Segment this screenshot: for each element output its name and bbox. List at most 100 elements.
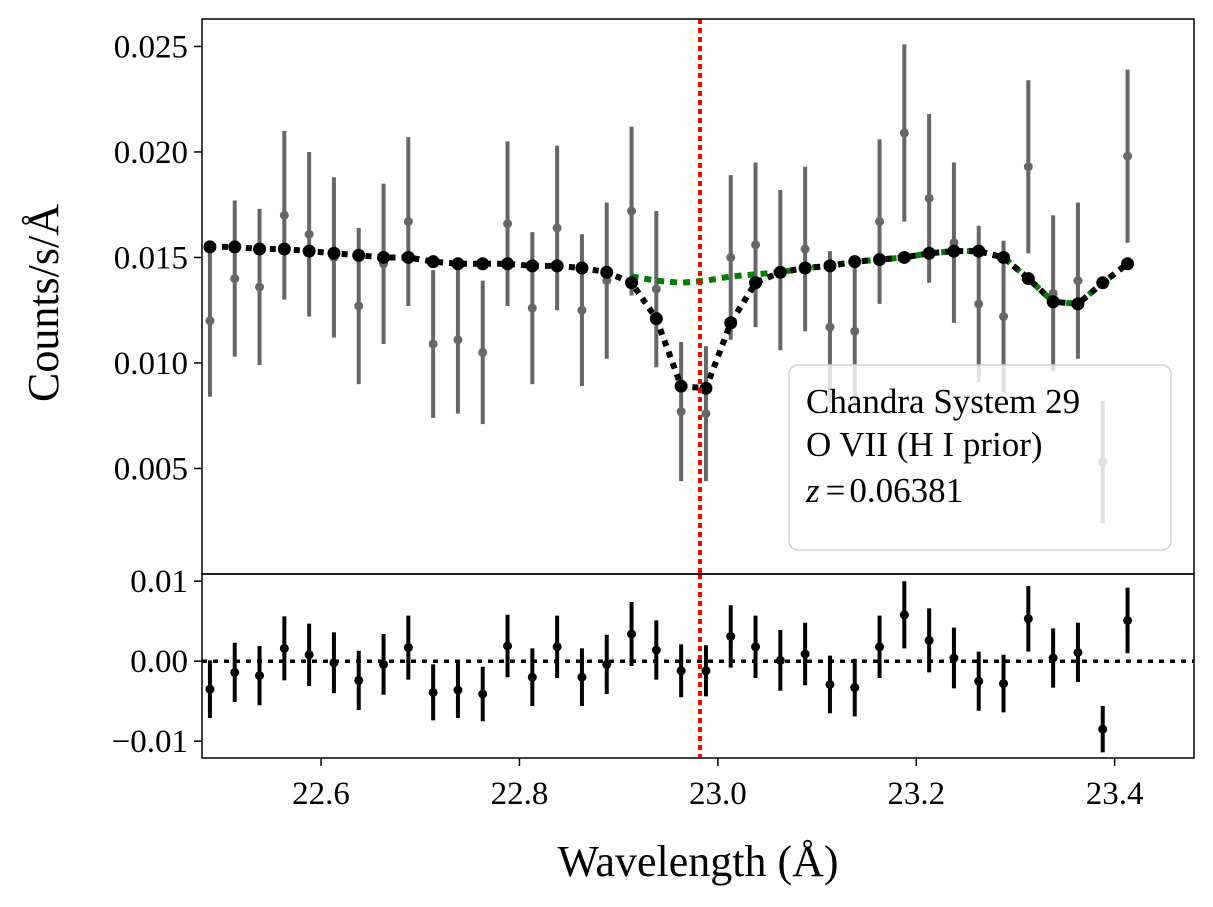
residual-point	[428, 687, 438, 697]
residual-point	[503, 641, 513, 651]
residual-point	[453, 685, 463, 695]
x-tick-label: 23.2	[887, 776, 945, 812]
data-point	[428, 339, 438, 349]
data-point	[825, 322, 835, 332]
data-point	[899, 128, 909, 138]
residual-point	[999, 679, 1009, 689]
residual-point	[304, 650, 314, 660]
model-point	[897, 250, 911, 264]
model-point	[1046, 295, 1060, 309]
data-point	[800, 244, 810, 254]
residual-point	[255, 671, 265, 681]
model-point	[401, 250, 415, 264]
residual-point	[1073, 647, 1083, 657]
data-point	[999, 312, 1009, 322]
data-point	[676, 407, 686, 417]
x-tick-label: 22.8	[491, 776, 549, 812]
residual-point	[329, 658, 339, 668]
data-point	[751, 240, 761, 250]
model-point	[947, 244, 961, 258]
residual-point	[230, 667, 240, 677]
residual-point	[949, 653, 959, 663]
model-point	[451, 257, 465, 271]
residual-point	[1098, 724, 1108, 734]
spectrum-y-tick-label: 0.010	[114, 346, 188, 382]
data-point	[651, 284, 661, 294]
model-point	[352, 248, 366, 262]
residual-point	[627, 629, 637, 639]
data-point	[453, 335, 463, 345]
data-point	[1073, 276, 1083, 286]
legend-line-redshift: z = 0.06381	[805, 471, 963, 510]
data-point	[924, 193, 934, 203]
data-point	[627, 206, 637, 216]
model-point	[922, 246, 936, 260]
model-point	[798, 261, 812, 275]
model-point	[1071, 297, 1085, 311]
legend-line-ion: O VII (H I prior)	[806, 425, 1043, 464]
residual-point	[751, 642, 761, 652]
residual-point	[726, 631, 736, 641]
residual-point	[924, 635, 934, 645]
model-point	[228, 240, 242, 254]
residual-point	[800, 649, 810, 659]
model-point	[575, 261, 589, 275]
data-point	[304, 229, 314, 239]
model-point	[1021, 272, 1035, 286]
model-point	[625, 276, 639, 290]
residual-point	[205, 684, 215, 694]
model-point	[203, 240, 217, 254]
model-point	[550, 259, 564, 273]
residual-y-tick-label: −0.01	[112, 724, 188, 760]
data-point	[279, 210, 289, 220]
data-point	[974, 299, 984, 309]
residual-point	[403, 643, 413, 653]
residual-point	[825, 679, 835, 689]
data-point	[701, 409, 711, 419]
data-point	[602, 276, 612, 286]
legend-redshift-symbol: z	[805, 471, 820, 510]
model-point	[277, 242, 291, 256]
data-point	[527, 303, 537, 313]
data-point	[1023, 162, 1033, 172]
model-point	[972, 244, 986, 258]
residual-point	[478, 689, 488, 699]
residual-point	[1123, 615, 1133, 625]
residual-point	[354, 675, 364, 685]
data-point	[850, 326, 860, 336]
residual-y-ticks: 0.01 0.00 −0.01	[112, 564, 202, 760]
data-point	[726, 252, 736, 262]
model-point	[1096, 276, 1110, 290]
y-axis-title: Counts/s/Å	[19, 204, 68, 402]
residual-point	[552, 642, 562, 652]
x-axis-ticks: 22.6 22.8 23.0 23.2 23.4	[292, 758, 1144, 812]
residual-point	[875, 642, 885, 652]
model-point	[501, 257, 515, 271]
legend-line-system: Chandra System 29	[806, 382, 1080, 421]
model-point	[699, 381, 713, 395]
legend-redshift-equals: =	[826, 471, 846, 510]
model-point	[873, 253, 887, 267]
x-tick-label: 23.4	[1086, 776, 1144, 812]
residual-panel-frame	[201, 573, 1195, 759]
data-point	[403, 217, 413, 227]
data-point	[875, 217, 885, 227]
residual-point	[379, 659, 389, 669]
model-point	[253, 242, 267, 256]
x-tick-label: 23.0	[689, 776, 747, 812]
data-point	[478, 347, 488, 357]
residual-plot-area	[202, 574, 1194, 758]
residual-point	[577, 672, 587, 682]
spectrum-y-ticks: 0.005 0.010 0.015 0.020 0.025	[114, 29, 202, 487]
residual-point	[1023, 614, 1033, 624]
data-point	[354, 301, 364, 311]
model-point	[674, 379, 688, 393]
residual-point	[775, 655, 785, 665]
data-point	[205, 316, 215, 326]
spectrum-y-tick-label: 0.005	[114, 451, 188, 487]
model-point	[426, 255, 440, 269]
model-point	[649, 312, 663, 326]
residual-point	[602, 659, 612, 669]
residual-point	[1048, 653, 1058, 663]
